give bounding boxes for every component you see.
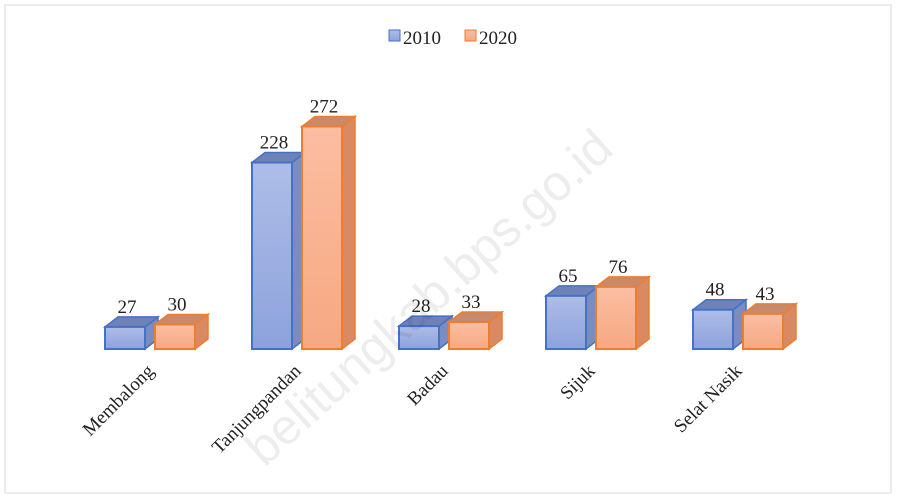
bar (692, 308, 734, 350)
data-label: 33 (462, 292, 481, 313)
bar (251, 161, 293, 350)
bar (742, 312, 784, 350)
legend-swatch (464, 29, 477, 42)
data-label: 48 (706, 280, 725, 301)
legend-swatch (388, 29, 401, 42)
data-label: 28 (412, 296, 431, 317)
bar (595, 285, 637, 350)
data-label: 30 (168, 294, 187, 315)
bar (154, 323, 196, 350)
bar (301, 125, 343, 350)
chart-frame (4, 4, 892, 494)
data-label: 27 (118, 297, 137, 318)
bar (545, 294, 587, 350)
bar (398, 325, 440, 351)
data-label: 272 (310, 97, 339, 118)
legend-label: 2010 (403, 28, 441, 49)
bar-side (341, 114, 356, 351)
legend-label: 2020 (479, 28, 517, 49)
data-label: 65 (559, 266, 578, 287)
data-label: 228 (260, 132, 289, 153)
bar (448, 321, 490, 351)
data-label: 76 (609, 257, 628, 278)
bar (104, 325, 146, 351)
data-label: 43 (756, 284, 775, 305)
bar-side (635, 275, 650, 351)
